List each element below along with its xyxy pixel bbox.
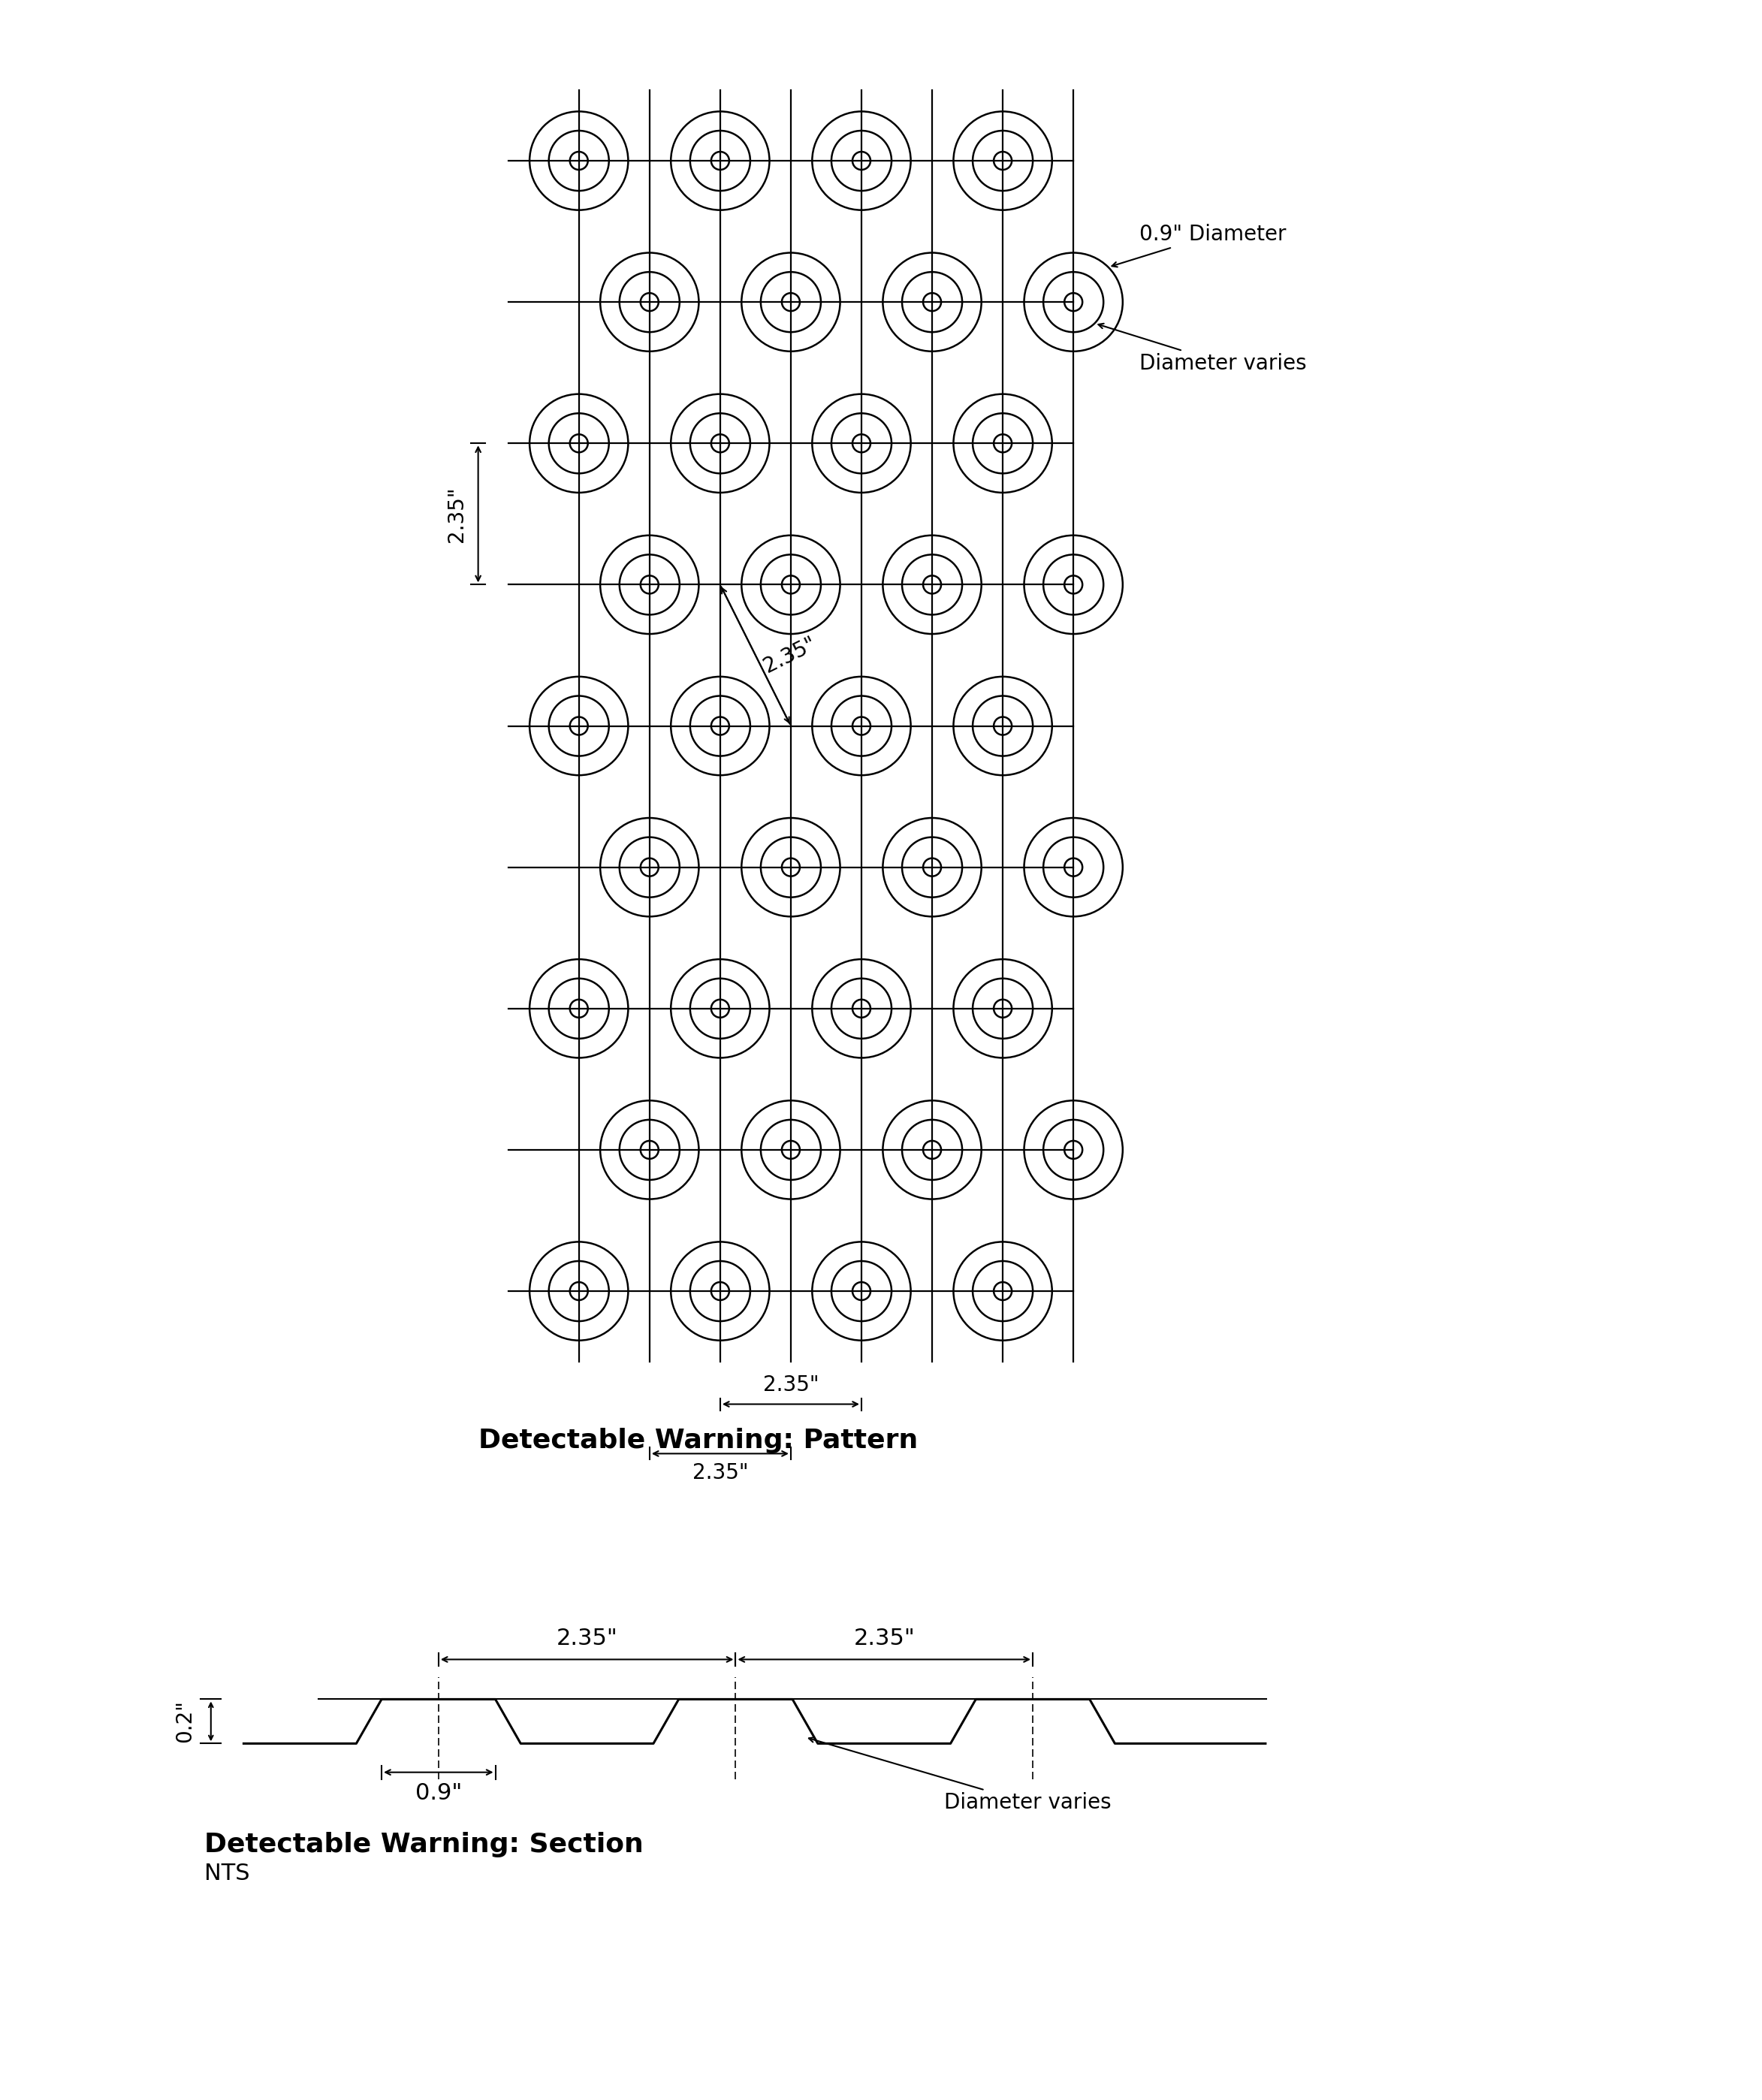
Text: 2.35": 2.35" xyxy=(446,485,467,542)
Text: Detectable Warning: Section: Detectable Warning: Section xyxy=(204,1831,643,1858)
Text: 2.35": 2.35" xyxy=(557,1628,618,1648)
Text: NTS: NTS xyxy=(204,1863,250,1886)
Text: 0.9": 0.9" xyxy=(416,1783,462,1804)
Text: 2.35": 2.35" xyxy=(759,634,819,676)
Text: 2.35": 2.35" xyxy=(853,1628,914,1648)
Text: 2.35": 2.35" xyxy=(763,1373,819,1394)
Text: 2.35": 2.35" xyxy=(692,1462,749,1485)
Text: Detectable Warning: Pattern: Detectable Warning: Pattern xyxy=(478,1428,918,1453)
Text: 0.2": 0.2" xyxy=(174,1701,196,1743)
Text: Diameter varies: Diameter varies xyxy=(1098,323,1307,374)
Text: 0.9" Diameter: 0.9" Diameter xyxy=(1112,225,1286,267)
Text: Diameter varies: Diameter varies xyxy=(809,1737,1112,1812)
